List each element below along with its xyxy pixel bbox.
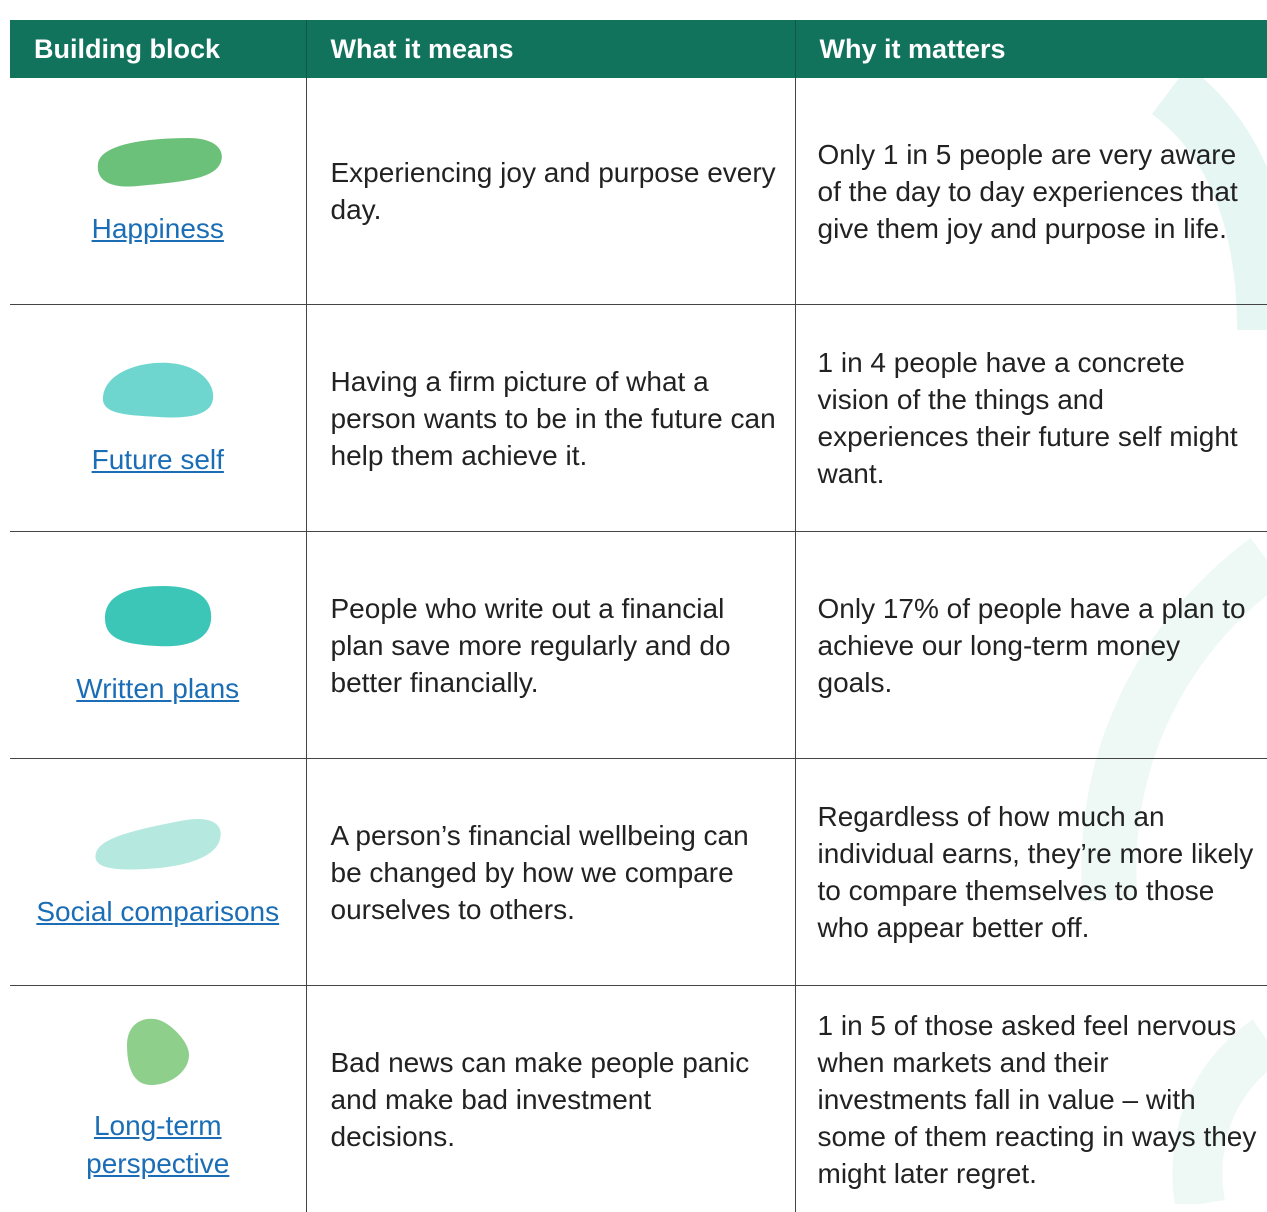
block-cell: Written plans [10,532,306,759]
block-cell: Happiness [10,78,306,305]
header-cell: Building block [10,20,306,78]
block-cell: Future self [10,305,306,532]
table-row: Future self Having a firm picture of wha… [10,305,1267,532]
meaning-cell: People who write out a financial plan sa… [306,532,795,759]
block-link[interactable]: Future self [92,441,224,479]
block-link[interactable]: Written plans [76,670,239,708]
header-cell: Why it matters [795,20,1267,78]
blob-icon [99,357,217,421]
blob-icon [123,1015,193,1087]
header-cell: What it means [306,20,795,78]
table-row: Long-term perspective Bad news can make … [10,986,1267,1212]
meaning-cell: A person’s financial wellbeing can be ch… [306,759,795,986]
block-link[interactable]: Happiness [92,210,224,248]
blob-icon [88,134,228,190]
meaning-cell: Having a firm picture of what a person w… [306,305,795,532]
header-row: Building block What it means Why it matt… [10,20,1267,78]
block-cell: Social comparisons [10,759,306,986]
meaning-cell: Bad news can make people panic and make … [306,986,795,1212]
why-cell: Only 17% of people have a plan to achiev… [795,532,1267,759]
building-blocks-table: Building block What it means Why it matt… [10,20,1267,1212]
why-cell: 1 in 4 people have a concrete vision of … [795,305,1267,532]
block-link[interactable]: Social comparisons [36,893,279,931]
table-row: Happiness Experiencing joy and purpose e… [10,78,1267,305]
table-row: Written plans People who write out a fin… [10,532,1267,759]
block-link[interactable]: Long-term perspective [20,1107,296,1183]
why-cell: Regardless of how much an individual ear… [795,759,1267,986]
why-cell: 1 in 5 of those asked feel nervous when … [795,986,1267,1212]
meaning-cell: Experiencing joy and purpose every day. [306,78,795,305]
block-cell: Long-term perspective [10,986,306,1212]
table-row: Social comparisons A person’s financial … [10,759,1267,986]
why-cell: Only 1 in 5 people are very aware of the… [795,78,1267,305]
blob-icon [90,813,226,873]
blob-icon [101,582,215,650]
